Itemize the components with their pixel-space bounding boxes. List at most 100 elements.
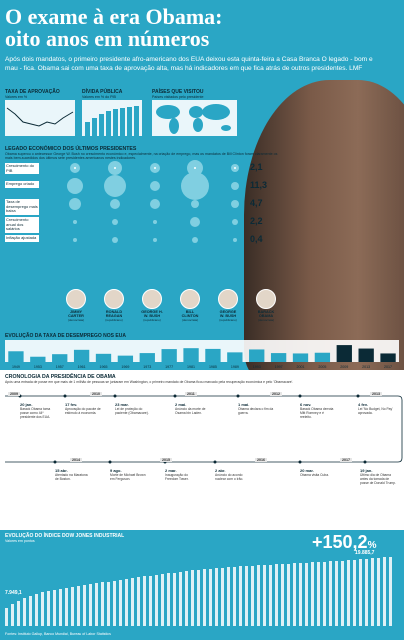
event-date-12: 20 mar. <box>300 468 314 473</box>
unemployment-tick-label: 1961 <box>78 365 86 369</box>
event-date-3: 23 mar. <box>115 402 129 407</box>
bush-jr-name: GEORGE W. BUSH <box>219 310 237 318</box>
unemployment-tick-label: 1977 <box>165 365 173 369</box>
approval-subtitle: Valores em % <box>5 95 28 99</box>
row-label-wages: Crescimento anual dos salários <box>5 217 39 233</box>
year-2009: 2009 <box>8 392 20 396</box>
unemployment-tick-label: 1997 <box>275 365 283 369</box>
unemployment-bar <box>380 353 396 362</box>
world-map <box>152 100 237 136</box>
dow-title: EVOLUÇÃO DO ÍNDICE DOW JONES INDUSTRIAL <box>5 533 125 539</box>
approval-chart <box>5 100 75 136</box>
obama-jobs-value: 11,3 <box>250 180 268 190</box>
unemployment-tick-label: 2017 <box>384 365 392 369</box>
event-text-11: Anúncio do acordo nuclear com o Irão. <box>215 473 244 481</box>
year-2010: 2010 <box>90 392 102 396</box>
unemployment-tick-label: 1989 <box>231 365 239 369</box>
unemployment-tick-label: 1985 <box>209 365 217 369</box>
countries-subtitle: Países visitados pelo presidente <box>152 95 204 99</box>
unemployment-bar <box>139 353 155 362</box>
row-label-gdp: Crescimento do PIB <box>5 163 39 174</box>
unemployment-bar <box>52 354 68 362</box>
row-label-inflation: Inflação ajustada <box>5 235 39 242</box>
year-2011: 2011 <box>185 392 197 396</box>
event-text-7: Lei 'No Budget, No Pay' aprovada. <box>358 407 393 415</box>
event-date-5: 1 mai. <box>238 402 250 407</box>
event-text-3: Lei de proteção do paciente (Obamacare). <box>115 407 149 415</box>
unemployment-tick-label: 1949 <box>12 365 20 369</box>
intro-text: Após dois mandatos, o primeiro president… <box>5 56 373 72</box>
countries-title: PAÍSES QUE VISITOU <box>152 89 204 95</box>
row-label-unemployment: Taxa de desemprego mais baixa <box>5 199 39 215</box>
president-carter: JIMMY CARTER (democrata) <box>65 289 87 322</box>
obama-avatar <box>256 289 276 309</box>
debt-title: DÍVIDA PÚBLICA <box>82 89 123 95</box>
carter-avatar <box>66 289 86 309</box>
dow-end-value: 19.885,7 <box>355 550 375 556</box>
president-obama: BARACK OBAMA (democrata) <box>255 289 277 322</box>
unemployment-tick-label: 1965 <box>100 365 108 369</box>
unemployment-bar <box>314 352 331 362</box>
unemployment-tick-label: 2001 <box>297 365 305 369</box>
timeline-title: CRONOLOGIA DA PRESIDÊNCIA DE OBAMA <box>5 374 116 380</box>
obama-wages-value: 2,2 <box>250 216 263 226</box>
event-text-9: Morte de Michael Brown em Ferguson. <box>110 473 146 481</box>
obama-unemployment-value: 4,7 <box>250 198 263 208</box>
debt-chart <box>82 100 142 136</box>
approval-title: TAXA DE APROVAÇÃO <box>5 89 60 95</box>
unemployment-bar <box>95 353 112 362</box>
unemployment-tick-label: 1969 <box>121 365 129 369</box>
econ-title: LEGADO ECONÓMICO DOS ÚLTIMOS PRESIDENTES <box>5 146 137 152</box>
event-text-1: Barack Obama toma posse como 44º preside… <box>20 407 51 419</box>
reagan-name: RONALD REAGAN <box>105 310 123 318</box>
unemployment-bar <box>30 356 46 362</box>
event-text-10: Inauguração do Freedom Tower. <box>165 473 189 481</box>
dow-bar-chart <box>5 557 392 626</box>
year-2017: 2017 <box>340 458 352 462</box>
dow-subtitle: Valores em pontos <box>5 539 35 543</box>
timeline-lines <box>5 394 403 464</box>
event-text-13: Último dia de Obama antes da tomada de p… <box>360 473 396 485</box>
unemployment-tick-label: 2013 <box>362 365 370 369</box>
event-text-6: Barack Obama derrota Mitt Romney e é ree… <box>300 407 334 419</box>
event-text-5: Obama declara o fim da guerra. <box>238 407 274 415</box>
unemployment-bar <box>292 353 309 362</box>
obama-name: BARACK OBAMA <box>257 310 275 318</box>
unemployment-bar <box>336 345 352 362</box>
top-section: O exame à era Obama: oito anos em número… <box>0 0 404 370</box>
unemployment-chart-title: EVOLUÇÃO DA TAXA DE DESEMPREGO NOS EUA <box>5 333 126 339</box>
unemployment-bar <box>270 353 287 362</box>
unemployment-tick-label: 1993 <box>253 365 261 369</box>
unemployment-tick-label: 2009 <box>340 365 348 369</box>
bush-sr-party: (republicano) <box>143 318 161 322</box>
timeline-subtitle: Após uma entrada de posse em que mais de… <box>5 380 294 384</box>
obama-gdp-value: 2,1 <box>250 162 263 172</box>
row-label-jobs: Emprego criado <box>5 181 39 188</box>
unemployment-bar <box>161 349 177 362</box>
event-date-8: 15 abr. <box>55 468 68 473</box>
unemployment-tick-label: 1957 <box>56 365 64 369</box>
debt-subtitle: Valores em % do PIB <box>82 95 116 99</box>
year-2016: 2016 <box>255 458 267 462</box>
unemployment-bar <box>205 348 221 362</box>
dow-change: +150,2% <box>312 532 376 553</box>
clinton-name: BILL CLINTON <box>181 310 199 318</box>
obama-party: (democrata) <box>257 318 275 322</box>
event-text-12: Obama visita Cuba. <box>300 473 329 477</box>
carter-party: (democrata) <box>67 318 85 322</box>
unemployment-bar <box>117 355 134 362</box>
president-bush-sr: GEORGE H. W. BUSH (republicano) <box>141 289 163 322</box>
bush-jr-party: (republicano) <box>219 318 237 322</box>
event-text-2: Aprovação do pacote de estímulo à econom… <box>65 407 101 415</box>
title-line-2: oito anos em números <box>5 26 210 51</box>
page-title: O exame à era Obama: oito anos em número… <box>5 6 223 50</box>
unemployment-tick-label: 1981 <box>187 365 195 369</box>
event-date-6: 6 nov. <box>300 402 312 407</box>
unemployment-bar <box>8 351 24 362</box>
sources-footer: Fontes: Instituto Gallup, Banco Mundial,… <box>5 632 111 636</box>
unemployment-tick-label: 1953 <box>34 365 42 369</box>
carter-name: JIMMY CARTER <box>68 310 84 318</box>
president-bush-jr: GEORGE W. BUSH (republicano) <box>217 289 239 322</box>
econ-description: Obama superou o antecessor George W. Bus… <box>5 152 278 161</box>
